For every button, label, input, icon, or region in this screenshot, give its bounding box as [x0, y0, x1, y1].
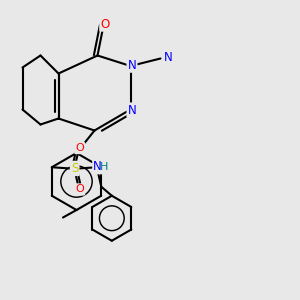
Text: O: O [75, 143, 84, 153]
Text: N: N [128, 103, 136, 117]
Text: N: N [128, 58, 136, 72]
Text: S: S [71, 162, 78, 175]
Text: O: O [75, 184, 84, 194]
Text: N: N [164, 51, 172, 64]
Text: H: H [100, 162, 108, 172]
Text: O: O [100, 17, 109, 31]
Text: N: N [93, 160, 102, 173]
